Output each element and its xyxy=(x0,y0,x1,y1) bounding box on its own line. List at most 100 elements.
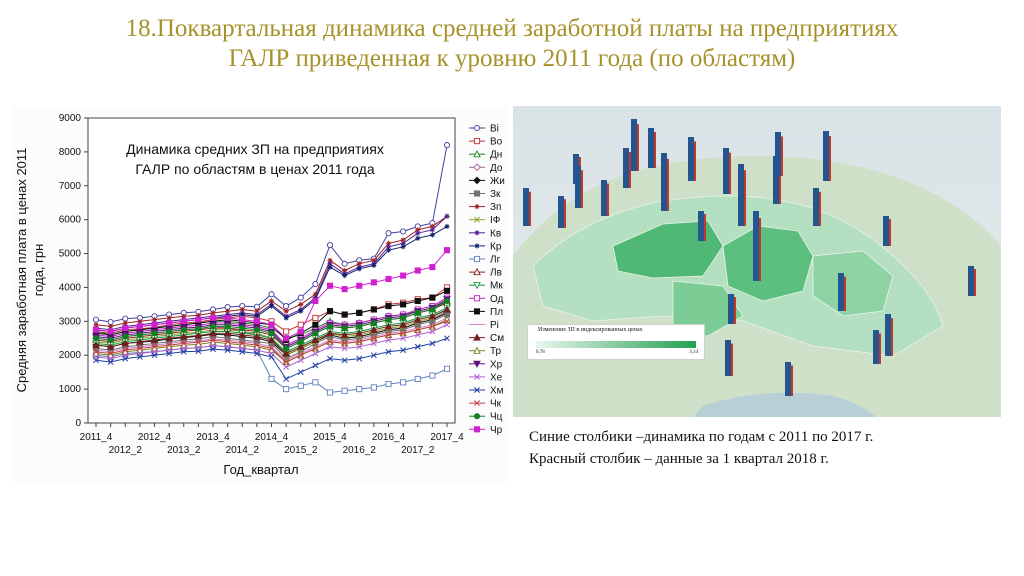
data-point xyxy=(312,314,319,321)
data-point xyxy=(327,257,333,263)
data-point xyxy=(283,315,289,321)
data-point xyxy=(312,321,319,328)
bar-body xyxy=(648,128,654,168)
bar-body xyxy=(623,148,629,188)
chart-legend: Ві Во Дн До Жи Зк Зп ІФ Кв Кр Лг Лв Мк Од Пл Рі См Тр Хр Хе… xyxy=(469,124,505,436)
legend-item: Чц xyxy=(469,412,503,423)
data-point xyxy=(283,308,289,314)
data-point xyxy=(297,328,304,335)
data-point xyxy=(415,230,421,236)
region-bar xyxy=(883,216,891,246)
data-point xyxy=(429,232,435,238)
bar-highlight xyxy=(704,214,706,241)
data-point xyxy=(107,359,114,365)
data-point xyxy=(150,335,159,344)
legend-label: Хе xyxy=(490,372,503,383)
data-point xyxy=(311,335,320,344)
region-bar xyxy=(725,340,733,376)
legend-label: ІФ xyxy=(490,215,501,226)
data-point xyxy=(225,308,231,314)
legend-label: Тр xyxy=(490,346,502,357)
data-point xyxy=(429,264,436,271)
data-point xyxy=(283,386,290,393)
data-point xyxy=(298,301,304,307)
data-point xyxy=(473,268,481,276)
data-point xyxy=(151,321,158,328)
data-point xyxy=(385,380,392,388)
y-tick-label: 9000 xyxy=(59,113,82,124)
data-point xyxy=(210,310,216,316)
x-tick-label: 2013_2 xyxy=(167,445,201,456)
data-point xyxy=(297,338,304,345)
region-bar xyxy=(688,137,696,181)
region-bar xyxy=(873,330,881,364)
data-point xyxy=(254,313,260,319)
data-point xyxy=(238,330,247,338)
data-point xyxy=(341,387,348,394)
data-point xyxy=(474,216,480,223)
map-legend-max: 3,14 xyxy=(689,350,698,355)
bar-body xyxy=(728,294,734,324)
region-bar xyxy=(601,180,609,216)
data-point xyxy=(297,321,304,328)
data-point xyxy=(166,350,173,357)
legend-item: Тр xyxy=(469,346,502,357)
data-point xyxy=(312,281,319,288)
data-point xyxy=(400,335,407,342)
bar-highlight xyxy=(844,276,846,311)
bar-highlight xyxy=(729,152,731,194)
data-point xyxy=(327,338,333,345)
data-point xyxy=(400,272,407,279)
y-tick-label: 6000 xyxy=(59,215,82,226)
data-point xyxy=(107,350,114,357)
data-point xyxy=(209,323,217,330)
data-point xyxy=(122,355,129,362)
data-point xyxy=(283,335,290,342)
data-point xyxy=(195,325,202,332)
data-point xyxy=(137,318,143,324)
data-point xyxy=(385,244,392,250)
legend-label: Лв xyxy=(490,268,502,279)
data-point xyxy=(400,330,407,337)
data-point xyxy=(473,124,481,132)
data-point xyxy=(136,353,143,360)
data-point xyxy=(239,316,246,323)
series-Ві xyxy=(92,142,451,326)
data-point xyxy=(474,387,480,393)
bar-highlight xyxy=(779,160,781,204)
bar-highlight xyxy=(694,141,696,181)
legend-item: Во xyxy=(469,137,503,148)
data-point xyxy=(92,326,100,333)
legend-label: Мк xyxy=(490,281,503,292)
data-point xyxy=(165,334,173,342)
data-point xyxy=(341,357,348,364)
data-point xyxy=(341,345,348,352)
data-point xyxy=(473,333,481,341)
legend-label: Пл xyxy=(490,307,503,318)
region-bar xyxy=(728,294,736,324)
data-point xyxy=(282,349,290,357)
map-legend-colorbar xyxy=(536,341,696,348)
chart-title-line1: Динамика средних ЗП на предприятиях xyxy=(126,141,384,157)
data-point xyxy=(473,413,481,420)
data-point xyxy=(414,375,421,382)
data-point xyxy=(326,323,334,330)
legend-item: См xyxy=(469,333,504,344)
data-point xyxy=(356,343,363,350)
legend-label: Во xyxy=(490,137,503,148)
data-point xyxy=(414,267,421,274)
data-point xyxy=(239,325,246,332)
map-caption-line1: Синие столбики –динамика по годам с 2011… xyxy=(529,429,874,445)
data-point xyxy=(371,262,377,269)
data-point xyxy=(400,228,407,235)
data-point xyxy=(253,326,260,333)
region-bar xyxy=(631,119,639,171)
bar-highlight xyxy=(744,170,746,226)
legend-item: Кв xyxy=(469,228,501,239)
data-point xyxy=(180,348,187,355)
x-tick-label: 2016_2 xyxy=(343,445,377,456)
y-tick-label: 5000 xyxy=(59,249,82,260)
bar-body xyxy=(575,166,581,208)
data-point xyxy=(443,287,451,294)
data-point xyxy=(370,279,377,286)
